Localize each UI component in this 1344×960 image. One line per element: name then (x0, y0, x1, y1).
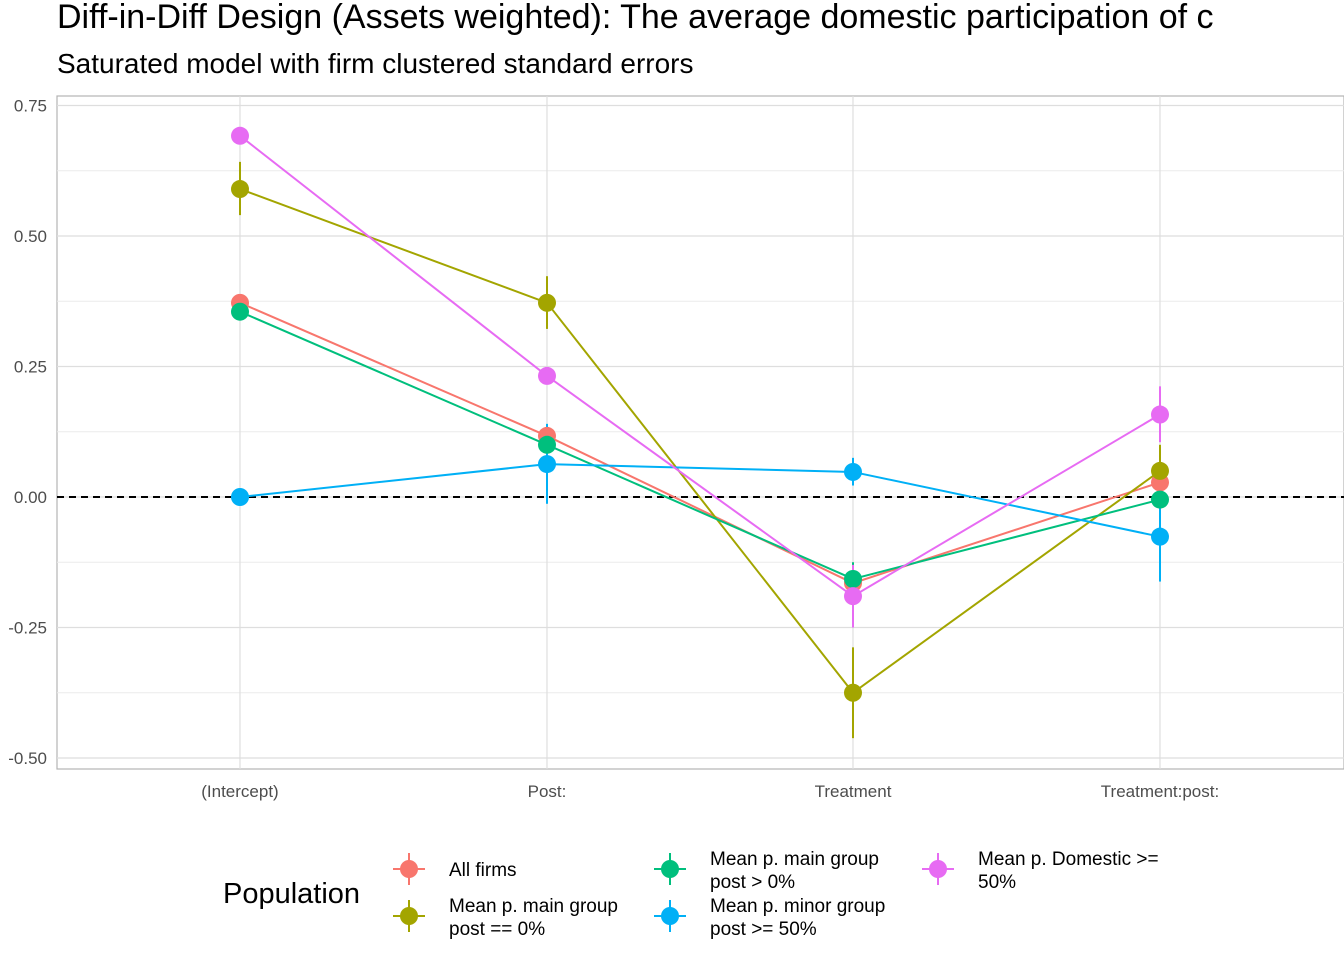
y-tick-label: -0.25 (8, 619, 47, 638)
legend-key-point (661, 907, 679, 925)
series-line-2 (239, 310, 1161, 581)
legend-label-line: Mean p. Domestic >= (978, 849, 1159, 870)
legend-key-2 (654, 853, 686, 885)
series-line-1 (239, 188, 1161, 695)
legend-label-0: All firms (449, 860, 517, 881)
x-axis-ticks: (Intercept) Post: Treatment Treatment:post: (201, 782, 1219, 801)
legend-key-3 (654, 900, 686, 932)
legend-key-1 (393, 900, 425, 932)
panel-border (56, 95, 1344, 770)
data-point-2 (844, 569, 862, 588)
data-point-1 (1151, 461, 1169, 480)
data-point-2 (538, 435, 556, 454)
data-point-2 (231, 302, 249, 321)
legend-label-line: post >= 50% (710, 919, 817, 940)
legend-label-1: Mean p. main group post == 0% (449, 896, 618, 940)
y-tick-label: -0.50 (8, 749, 47, 768)
x-tick-label: Treatment:post: (1101, 782, 1219, 801)
y-tick-label: 0.50 (14, 227, 47, 246)
data-points (231, 126, 1169, 702)
data-point-1 (844, 683, 862, 702)
plot-panel (56, 95, 1344, 770)
legend-label-line: post > 0% (710, 872, 795, 893)
series-lines (239, 134, 1161, 695)
legend-key-point (929, 860, 947, 878)
legend-key-4 (922, 853, 954, 885)
legend-key-point (661, 860, 679, 878)
y-axis-ticks: -0.50 -0.25 0.00 0.25 0.50 0.75 (8, 97, 47, 769)
series-line-0 (239, 301, 1161, 585)
legend-label-4: Mean p. Domestic >= 50% (978, 849, 1159, 893)
x-tick-label: Post: (528, 782, 567, 801)
data-point-3 (231, 488, 249, 506)
legend-key-point (400, 907, 418, 925)
series-line-3 (239, 463, 1161, 538)
grid-lines (57, 96, 1344, 769)
y-tick-label: 0.00 (14, 488, 47, 507)
data-point-3 (1151, 527, 1169, 546)
x-tick-label: Treatment (815, 782, 892, 801)
data-point-3 (538, 455, 556, 474)
legend-label-3: Mean p. minor group post >= 50% (710, 896, 885, 940)
legend-key-point (400, 860, 418, 878)
series-line-4 (239, 134, 1161, 598)
y-tick-label: 0.25 (14, 358, 47, 377)
data-point-1 (538, 293, 556, 312)
legend-label-line: Mean p. main group (710, 849, 879, 870)
data-point-2 (1151, 490, 1169, 509)
legend-key-0 (393, 853, 425, 885)
data-point-4 (231, 126, 249, 145)
legend-label-line: 50% (978, 872, 1016, 893)
legend-label-2: Mean p. main group post > 0% (710, 849, 879, 893)
data-point-3 (844, 462, 862, 481)
legend-title: Population (223, 878, 360, 910)
chart-subtitle: Saturated model with firm clustered stan… (57, 48, 694, 79)
data-point-4 (844, 587, 862, 606)
legend-label-line: Mean p. minor group (710, 896, 885, 917)
data-point-1 (231, 180, 249, 199)
chart-title: Diff-in-Diff Design (Assets weighted): T… (57, 0, 1214, 36)
data-point-4 (538, 366, 556, 385)
legend-label-line: Mean p. main group (449, 896, 618, 917)
legend-label-line: post == 0% (449, 919, 545, 940)
error-bars (239, 161, 1161, 739)
data-point-4 (1151, 405, 1169, 424)
y-tick-label: 0.75 (14, 97, 47, 116)
x-tick-label: (Intercept) (201, 782, 278, 801)
